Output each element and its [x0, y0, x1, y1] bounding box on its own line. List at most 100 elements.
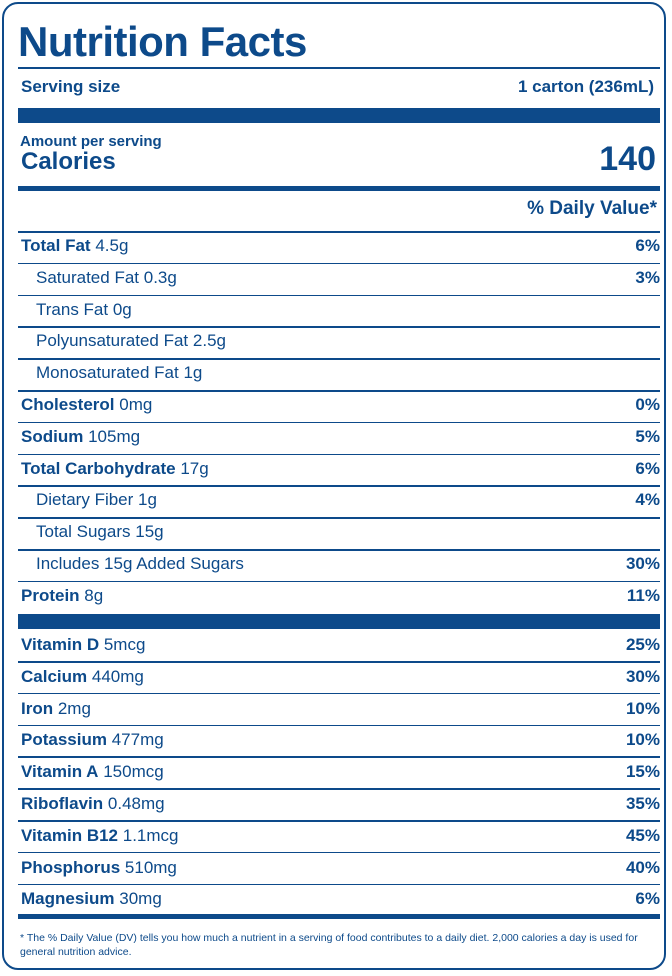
daily-value-percent: 15%	[625, 762, 660, 782]
medium-divider	[18, 914, 660, 919]
thick-divider	[18, 614, 660, 629]
nutrient-row: Total Fat 4.5g 6%	[18, 230, 660, 262]
nutrient-name: Total Carbohydrate 17g	[21, 453, 209, 485]
daily-value-percent: 30%	[625, 666, 660, 686]
row-divider	[18, 820, 660, 822]
nutrient-row: Includes 15g Added Sugars 30%	[18, 548, 660, 580]
daily-value-percent: 45%	[625, 825, 660, 845]
nutrient-amount: 0g	[112, 299, 132, 319]
nutrient-label: Cholesterol	[21, 395, 115, 414]
nutrient-row: Total Carbohydrate 17g 6%	[18, 453, 660, 485]
nutrient-row: Riboflavin 0.48mg 35%	[18, 788, 660, 820]
nutrient-amount: 150mcg	[103, 762, 164, 782]
nutrient-name: Monosaturated Fat 1g	[36, 357, 202, 389]
nutrient-name: Potassium 477mg	[21, 724, 164, 756]
footnote: * The % Daily Value (DV) tells you how m…	[20, 932, 638, 958]
row-divider	[18, 692, 660, 695]
nutrient-row: Total Sugars 15g	[18, 516, 660, 548]
row-divider	[18, 851, 660, 854]
nutrient-row: Potassium 477mg 10%	[18, 724, 660, 756]
nutrient-label: Vitamin A	[21, 762, 99, 782]
daily-value-percent: 4%	[635, 490, 660, 510]
serving-size-label: Serving size	[21, 77, 121, 96]
row-divider	[18, 294, 660, 297]
nutrient-amount: 1g	[138, 490, 157, 510]
nutrient-name: Iron 2mg	[21, 693, 91, 725]
daily-value-percent: 6%	[635, 889, 660, 909]
nutrient-amount: 2mg	[57, 698, 91, 718]
nutrient-label: Sodium	[21, 426, 84, 446]
nutrient-name: Riboflavin 0.48mg	[21, 788, 165, 820]
label-title: Nutrition Facts	[18, 18, 307, 65]
nutrient-row: Polyunsaturated Fat 2.5g	[18, 325, 660, 357]
nutrient-row: Calcium 440mg 30%	[18, 661, 660, 693]
calories-label: Calories	[21, 148, 116, 175]
daily-value-percent: 25%	[625, 635, 660, 654]
nutrient-label: Potassium	[21, 730, 107, 750]
nutrient-row: Magnesium 30mg 6%	[18, 883, 660, 915]
nutrient-name: Includes 15g Added Sugars	[36, 548, 244, 580]
nutrient-name: Cholesterol 0mg	[21, 389, 152, 421]
nutrient-label: Calcium	[21, 666, 88, 686]
nutrient-amount: 4.5g	[95, 236, 129, 255]
nutrient-amount: 510mg	[124, 857, 177, 877]
row-divider	[18, 453, 660, 456]
nutrient-amount: 8g	[84, 585, 104, 605]
nutrient-label: Vitamin D	[21, 635, 100, 654]
nutrient-amount: 5mcg	[103, 635, 146, 654]
nutrient-label: Includes 15g Added Sugars	[36, 554, 244, 573]
nutrient-name: Saturated Fat 0.3g	[36, 262, 177, 294]
nutrient-label: Saturated Fat	[36, 267, 140, 287]
row-divider	[18, 724, 660, 727]
nutrient-row: Vitamin A 150mcg 15%	[18, 756, 660, 788]
daily-value-header: % Daily Value*	[527, 198, 657, 219]
nutrient-name: Vitamin B12 1.1mcg	[21, 820, 179, 852]
daily-value-percent: 3%	[635, 267, 660, 287]
nutrient-label: Trans Fat	[36, 299, 109, 319]
daily-value-percent: 0%	[635, 395, 660, 414]
row-divider	[18, 390, 660, 392]
daily-value-percent: 35%	[625, 794, 660, 813]
nutrient-label: Protein	[21, 585, 80, 605]
nutrient-name: Trans Fat 0g	[36, 294, 132, 326]
daily-value-percent: 6%	[635, 458, 660, 478]
nutrient-label: Dietary Fiber	[36, 490, 134, 510]
daily-value-percent: 10%	[625, 730, 660, 750]
nutrient-label: Total Sugars	[36, 522, 131, 542]
row-divider	[18, 358, 660, 360]
nutrient-name: Protein 8g	[21, 580, 103, 612]
daily-value-percent: 40%	[625, 857, 660, 877]
nutrient-label: Monosaturated Fat	[36, 363, 179, 383]
nutrient-amount: 15g	[135, 522, 164, 542]
nutrient-name: Vitamin A 150mcg	[21, 756, 164, 788]
row-divider	[18, 231, 660, 233]
serving-size-value: 1 carton (236mL)	[517, 77, 654, 96]
nutrient-amount: 0.48mg	[107, 794, 165, 813]
nutrient-label: Magnesium	[21, 889, 115, 909]
row-divider	[18, 326, 660, 328]
nutrient-row: Trans Fat 0g	[18, 294, 660, 326]
nutrient-row: Cholesterol 0mg 0%	[18, 389, 660, 421]
nutrient-label: Phosphorus	[21, 857, 121, 877]
row-divider	[18, 580, 660, 583]
nutrient-name: Total Sugars 15g	[36, 516, 164, 548]
nutrient-label: Total Carbohydrate	[21, 458, 176, 478]
amount-per-serving: Amount per serving	[20, 133, 162, 150]
daily-value-percent: 30%	[625, 554, 660, 573]
divider	[18, 67, 660, 69]
daily-value-percent: 5%	[635, 426, 660, 446]
nutrient-row: Phosphorus 510mg 40%	[18, 852, 660, 884]
medium-divider	[18, 186, 660, 191]
nutrient-amount: 0mg	[119, 395, 153, 414]
row-divider	[18, 262, 660, 265]
row-divider	[18, 421, 660, 424]
nutrient-name: Magnesium 30mg	[21, 883, 162, 915]
nutrient-amount: 105mg	[88, 426, 141, 446]
nutrient-label: Total Fat	[21, 236, 91, 255]
nutrient-name: Polyunsaturated Fat 2.5g	[36, 325, 226, 357]
row-divider	[18, 756, 660, 758]
nutrient-amount: 1g	[183, 363, 203, 383]
daily-value-percent: 10%	[625, 698, 660, 718]
row-divider	[18, 485, 660, 487]
nutrient-row: Monosaturated Fat 1g	[18, 357, 660, 389]
